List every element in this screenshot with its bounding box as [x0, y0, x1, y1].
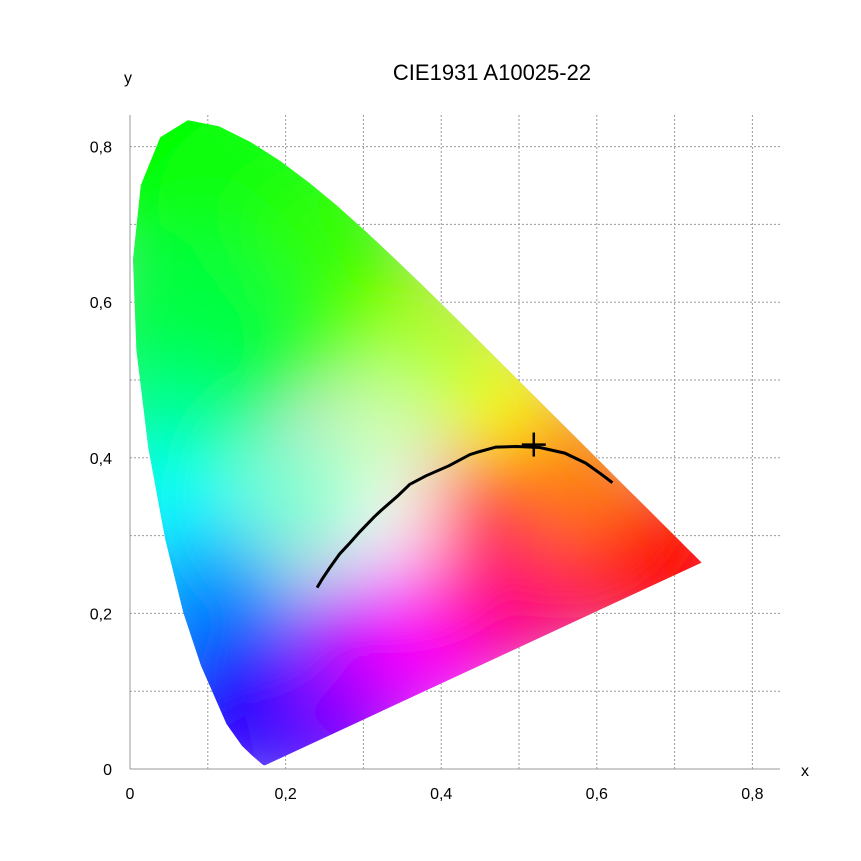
y-tick-label: 0,4	[90, 451, 112, 468]
x-tick-label: 0,8	[741, 786, 763, 803]
y-tick-labels: 0 0,2 0,4 0,6 0,8	[90, 140, 112, 779]
y-tick-label: 0,8	[90, 140, 112, 157]
axes	[129, 115, 780, 770]
chart-title: CIE1931 A10025-22	[393, 60, 591, 85]
chromaticity-marker	[521, 432, 546, 457]
x-tick-label: 0,2	[274, 786, 296, 803]
gamut-color-field	[133, 120, 702, 766]
x-tick-label: 0,6	[586, 786, 608, 803]
color-blob	[430, 454, 531, 555]
x-tick-label: 0	[126, 786, 135, 803]
color-blob	[236, 431, 367, 562]
x-axis-label: x	[801, 763, 809, 780]
x-tick-labels: 0 0,2 0,4 0,6 0,8	[126, 786, 764, 803]
planckian-locus-curve	[315, 444, 614, 589]
y-axis-label: y	[124, 70, 132, 87]
x-tick-label: 0,4	[430, 786, 452, 803]
y-tick-label: 0	[103, 762, 112, 779]
y-tick-label: 0,2	[90, 606, 112, 623]
color-blob	[323, 371, 434, 482]
y-tick-label: 0,6	[90, 295, 112, 312]
